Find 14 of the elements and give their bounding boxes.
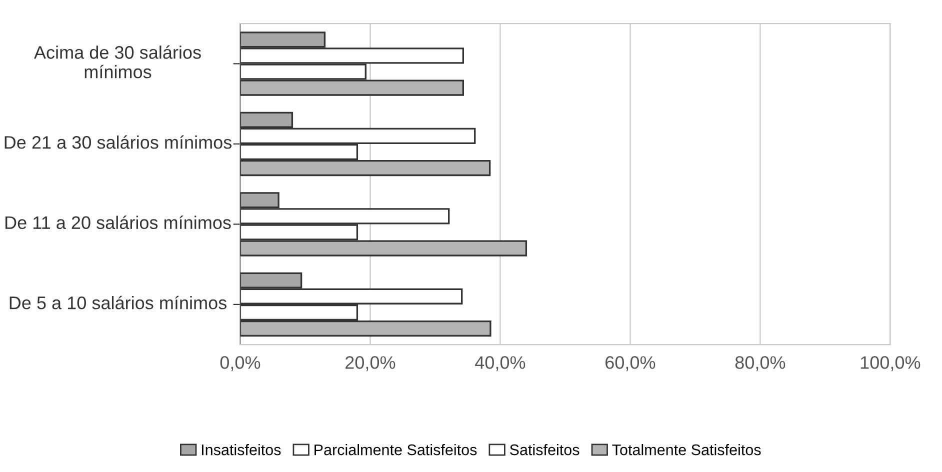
legend-label: Parcialmente Satisfeitos [314,444,477,456]
legend-label: Insatisfeitos [202,444,281,456]
x-tick-label: 80,0% [735,356,786,372]
x-tick-label: 20,0% [346,356,396,372]
x-tick-label: 100,0% [860,356,920,372]
y-tick-label: Acima de 30 salários mínimos [34,45,201,78]
y-tick-label: De 21 a 30 salários mínimos [4,135,232,149]
x-tick-label: 40,0% [475,356,526,372]
x-tick-label: 60,0% [606,356,656,372]
x-tick-label: 0,0% [220,356,260,372]
y-tick-label: De 11 a 20 salários mínimos [6,216,231,230]
legend-label: Satisfeitos [510,444,580,456]
y-tick-label: De 5 a 10 salários mínimos [10,296,226,310]
legend-label: Totalmente Satisfeitos [612,444,761,456]
